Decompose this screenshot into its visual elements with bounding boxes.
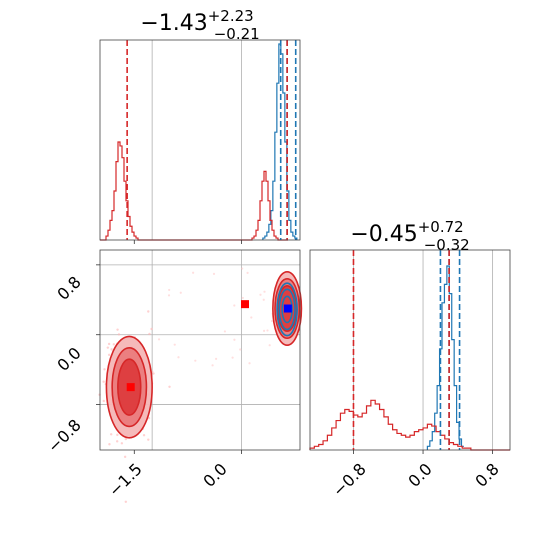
- p3-contour-0-level-1: [278, 288, 296, 331]
- p3-contour-0-level-0: [276, 282, 298, 337]
- p3-scatter-faint-27: [266, 329, 269, 332]
- p3-frame: [99, 249, 301, 451]
- p3-scatter-red-48: [107, 353, 111, 357]
- p3-scatter-faint-9: [241, 267, 244, 270]
- p3-scatter-faint-19: [248, 362, 251, 365]
- param-1-title: −1.43+2.23 −0.21: [140, 7, 259, 43]
- p3-xtick-label-1: 0.0: [199, 459, 230, 490]
- p3-contour-0-level-2: [281, 295, 293, 324]
- p4-xtick-label-1: 0.0: [404, 459, 435, 490]
- p3-scatter-faint-16: [173, 343, 176, 346]
- p3-scatter-faint-7: [167, 294, 171, 297]
- p3-ytick-label-1: 0.0: [53, 343, 84, 374]
- p4-histogram-series-0: [426, 265, 464, 450]
- p3-scatter-red-76: [110, 348, 113, 351]
- p3-scatter-red-38: [120, 442, 124, 445]
- p3-scatter-red-28: [150, 327, 153, 331]
- param-2-title-plus: +0.72: [418, 218, 464, 236]
- p3-scatter-red-23: [116, 328, 119, 331]
- param-1-title-minus: −0.21: [214, 25, 260, 43]
- p3-scatter-red-50: [106, 346, 110, 349]
- histogram-param-1-panel: [99, 39, 301, 244]
- p3-scatter-red-109: [115, 440, 119, 443]
- p3-scatter-faint-18: [259, 293, 262, 296]
- scatter-contour-panel: [77, 249, 303, 504]
- p3-scatter-faint-2: [212, 272, 216, 275]
- p3-marker-red-0: [126, 383, 135, 392]
- p3-scatter-red-100: [103, 368, 106, 371]
- param-1-title-plus: +2.23: [208, 7, 254, 25]
- p1-histogram-series-0: [262, 43, 298, 240]
- p1-histogram-series-1: [100, 141, 288, 241]
- p3-scatter-faint-12: [157, 338, 161, 341]
- p3-scatter-faint-29: [215, 357, 218, 360]
- p3-marker-blue: [283, 304, 292, 313]
- p3-scatter-faint-11: [179, 291, 182, 294]
- param-1-title-main: −1.43: [140, 11, 207, 36]
- p1-frame: [99, 39, 301, 241]
- p3-scatter-faint-20: [270, 319, 274, 323]
- p3-scatter-red-111: [168, 385, 171, 389]
- p3-scatter-red-1: [112, 343, 116, 346]
- p3-scatter-red-22: [147, 438, 150, 441]
- histogram-param-2-panel: [309, 249, 511, 454]
- p3-scatter-faint-23: [268, 344, 271, 347]
- p3-scatter-red-119: [98, 393, 101, 396]
- p3-scatter-red-14: [102, 399, 105, 403]
- p3-scatter-faint-3: [177, 356, 180, 359]
- p3-scatter-red-51: [124, 437, 128, 441]
- p3-scatter-red-81: [77, 353, 80, 356]
- p3-ytick-label-2: 0.8: [53, 272, 84, 303]
- p3-scatter-faint-0: [211, 364, 214, 367]
- p4-histogram-series-1: [309, 399, 510, 451]
- p3-scatter-faint-4: [223, 330, 227, 333]
- param-2-title: −0.45+0.72 −0.32: [350, 218, 469, 254]
- p3-scatter-faint-21: [262, 329, 266, 332]
- p3-xtick-label-0: −1.5: [105, 459, 146, 500]
- p3-scatter-faint-25: [168, 288, 171, 292]
- p3-scatter-red-114: [152, 372, 155, 375]
- p3-scatter-faint-1: [233, 304, 236, 307]
- param-2-title-main: −0.45: [350, 222, 417, 247]
- p3-scatter-faint-24: [250, 316, 253, 319]
- p3-scatter-red-10: [117, 333, 121, 336]
- p3-scatter-faint-6: [262, 298, 265, 301]
- p3-scatter-red-98: [102, 380, 105, 383]
- p3-scatter-faint-10: [246, 271, 249, 274]
- p4-xtick-label-0: −0.8: [329, 459, 370, 500]
- p3-scatter-red-101: [124, 500, 128, 504]
- p3-scatter-red-37: [148, 332, 151, 336]
- p3-scatter-red-93: [116, 433, 119, 437]
- p3-scatter-red-116: [147, 310, 150, 313]
- p3-scatter-faint-22: [231, 356, 234, 359]
- param-2-title-minus: −0.32: [424, 236, 470, 254]
- p3-scatter-faint-28: [239, 348, 242, 351]
- p3-scatter-faint-8: [192, 271, 195, 274]
- p3-scatter-red-136: [142, 434, 146, 437]
- p3-scatter-faint-17: [241, 296, 244, 300]
- p3-scatter-faint-15: [194, 359, 197, 362]
- p3-scatter-faint-5: [263, 290, 266, 293]
- p4-frame: [309, 249, 511, 451]
- p3-marker-red-1: [241, 300, 249, 309]
- p3-scatter-red-137: [109, 433, 113, 436]
- p3-ytick-label-0: −0.8: [44, 415, 85, 456]
- p3-scatter-red-102: [123, 455, 127, 459]
- p3-scatter-red-118: [108, 443, 111, 446]
- p4-xtick-label-2: 0.8: [471, 459, 502, 490]
- p3-scatter-faint-13: [233, 338, 236, 341]
- p3-scatter-red-140: [107, 342, 111, 346]
